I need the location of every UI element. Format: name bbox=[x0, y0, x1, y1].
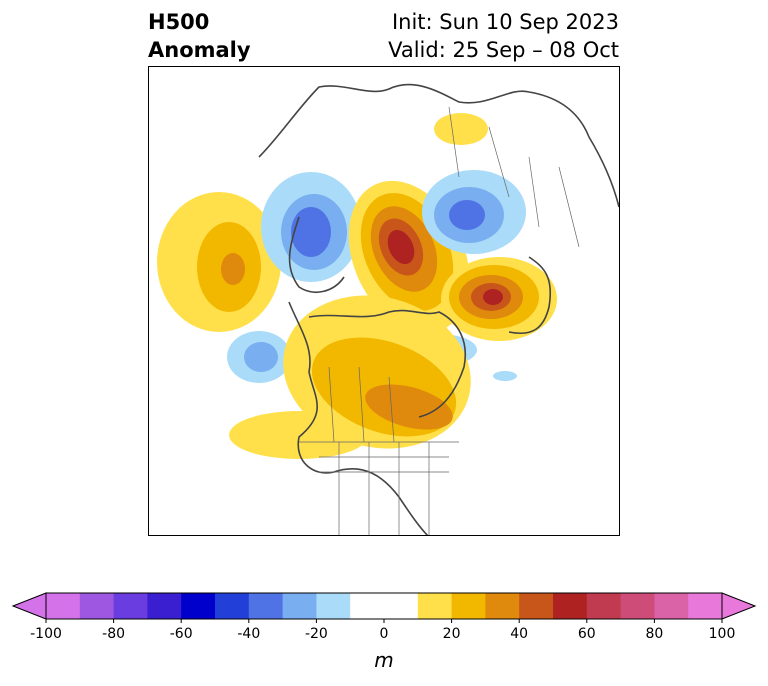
colorbar-tick-label: 40 bbox=[510, 626, 529, 642]
colorbar-tick-label: -60 bbox=[169, 626, 193, 642]
colorbar-segment bbox=[654, 593, 689, 619]
colorbar-segment bbox=[181, 593, 216, 619]
scandinavia-trough-b3 bbox=[449, 200, 485, 230]
colorbar-ticks bbox=[45, 619, 723, 623]
colorbar-tick-label: 20 bbox=[442, 626, 461, 642]
ne-pacific-trough-b2 bbox=[244, 342, 278, 372]
anomaly-map bbox=[149, 83, 619, 535]
bering-trough bbox=[261, 172, 361, 282]
eurasia-ridge bbox=[441, 257, 557, 341]
colorbar-segment bbox=[248, 593, 284, 619]
borders bbox=[299, 106, 580, 535]
colorbar-segment bbox=[282, 593, 317, 619]
colorbar-segment bbox=[46, 593, 81, 619]
ne-pacific-trough bbox=[227, 331, 291, 383]
colorbar-segment bbox=[553, 593, 588, 619]
asia-coast bbox=[258, 83, 619, 208]
eurasia-borders bbox=[448, 106, 580, 248]
colorbar-segment bbox=[688, 593, 723, 619]
title-anomaly: Anomaly bbox=[148, 38, 251, 62]
canada-ridge-o1 bbox=[365, 384, 453, 430]
colorbar-segment bbox=[417, 593, 453, 619]
colorbar bbox=[11, 592, 757, 623]
pacific-ridge bbox=[157, 192, 281, 332]
colorbar-segment bbox=[586, 593, 622, 619]
colorbar-tick-label: -80 bbox=[102, 626, 126, 642]
alaska-coast bbox=[288, 216, 345, 293]
colorbar-tick-label: -40 bbox=[237, 626, 261, 642]
valid-period: Valid: 25 Sep – 08 Oct bbox=[388, 38, 619, 62]
colorbar-tick-label: -100 bbox=[30, 626, 62, 642]
colorbar-segment bbox=[215, 593, 250, 619]
colorbar-tick-label: -20 bbox=[304, 626, 328, 642]
colorbar-tick-label: 0 bbox=[379, 626, 389, 642]
colorbar-segment bbox=[316, 593, 351, 619]
canada-ridge-y1b bbox=[229, 411, 369, 459]
colorbar-unit: m bbox=[374, 648, 394, 672]
colorbar-tick-label: 100 bbox=[708, 626, 736, 642]
colorbar-segment bbox=[147, 593, 182, 619]
arctic-small-ridge bbox=[434, 113, 488, 145]
white-notch bbox=[149, 285, 152, 317]
title-right: Init: Sun 10 Sep 2023 Valid: 25 Sep – 08… bbox=[388, 8, 619, 64]
canada-ridge bbox=[229, 295, 471, 459]
colorbar-segments bbox=[46, 593, 723, 619]
siberia-ridge bbox=[348, 180, 470, 334]
pacific-ridge-o1 bbox=[221, 253, 245, 285]
title-left: H500 Anomaly bbox=[148, 8, 251, 64]
siberia-ridge-r1 bbox=[387, 229, 415, 265]
colorbar-segment bbox=[620, 593, 655, 619]
us-states bbox=[319, 442, 449, 535]
title-variable: H500 bbox=[148, 10, 210, 34]
colorbar-under-arrow bbox=[11, 592, 47, 620]
colorbar-segment bbox=[350, 593, 419, 619]
eurasia-ridge-r1 bbox=[483, 289, 503, 305]
colorbar-segment bbox=[79, 593, 115, 619]
atlantic-trough-small bbox=[493, 371, 517, 381]
bering-trough-b3 bbox=[291, 207, 331, 257]
map-panel bbox=[148, 66, 620, 536]
colorbar-segment bbox=[113, 593, 148, 619]
colorbar-segment bbox=[519, 593, 554, 619]
init-time: Init: Sun 10 Sep 2023 bbox=[391, 10, 619, 34]
scandinavia-trough bbox=[422, 170, 526, 254]
colorbar-segment bbox=[485, 593, 520, 619]
canada-coast bbox=[308, 309, 466, 418]
colorbar-tick-label: 60 bbox=[577, 626, 596, 642]
canada-provinces bbox=[328, 366, 395, 443]
colorbar-segment bbox=[451, 593, 486, 619]
colorbar-tick-label: 80 bbox=[645, 626, 664, 642]
colorbar-over-arrow bbox=[721, 592, 757, 620]
europe-coast bbox=[508, 256, 551, 334]
